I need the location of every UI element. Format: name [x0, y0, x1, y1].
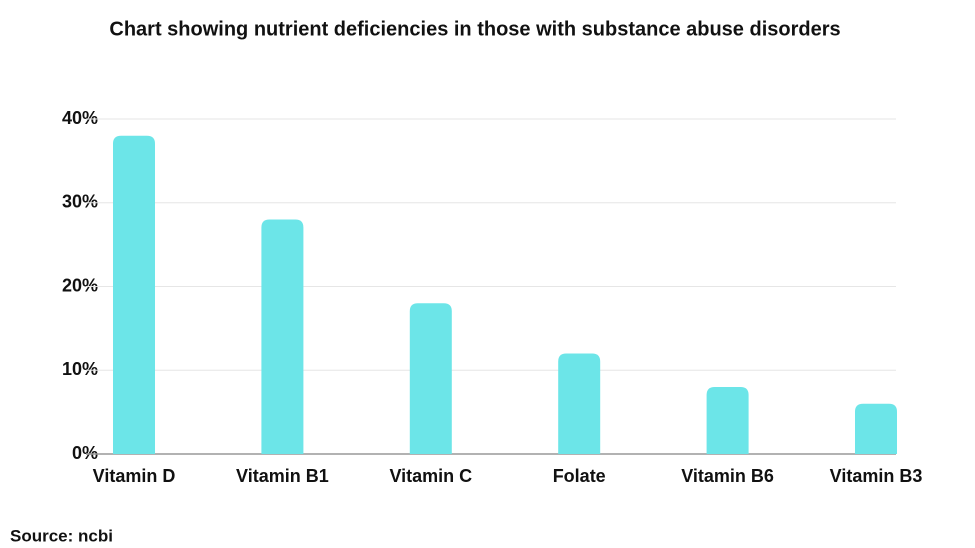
bar: [706, 387, 749, 454]
x-tick-label: Vitamin B1: [236, 466, 329, 486]
y-tick-label: 20%: [62, 275, 98, 295]
x-tick-label: Vitamin C: [389, 466, 472, 486]
x-tick-label: Vitamin B6: [681, 466, 774, 486]
bar: [409, 303, 452, 454]
x-tick-label: Folate: [553, 466, 606, 486]
y-tick-label: 40%: [62, 108, 98, 128]
y-tick-label: 30%: [62, 192, 98, 212]
y-tick-label: 0%: [72, 443, 98, 463]
source-note: Source: ncbi: [10, 526, 113, 545]
y-tick-label: 10%: [62, 359, 98, 379]
bar: [855, 403, 897, 454]
x-tick-label: Vitamin D: [93, 466, 176, 486]
bar: [113, 135, 155, 454]
bar: [261, 219, 304, 454]
bar: [558, 353, 601, 454]
x-tick-label: Vitamin B3: [830, 466, 923, 486]
chart-title: Chart showing nutrient deficiencies in t…: [109, 18, 840, 40]
